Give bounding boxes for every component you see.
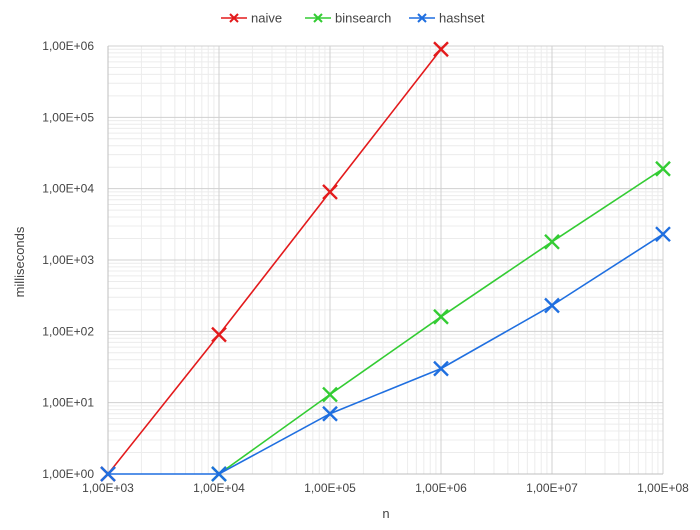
x-tick-label: 1,00E+06 xyxy=(415,481,467,495)
y-tick-label: 1,00E+00 xyxy=(42,467,94,481)
legend-marker xyxy=(229,13,239,23)
data-point-hashset xyxy=(211,466,227,482)
legend-item-hashset: hashset xyxy=(409,11,485,26)
data-point-hashset xyxy=(544,297,560,314)
data-point-hashset xyxy=(433,360,449,377)
data-point-binsearch xyxy=(544,233,560,250)
data-point-naive xyxy=(322,184,338,200)
series-naive xyxy=(100,41,449,482)
series-line-hashset xyxy=(108,233,664,475)
y-tick-label: 1,00E+01 xyxy=(42,396,94,410)
data-point-hashset xyxy=(322,405,338,422)
series-layer xyxy=(100,41,671,482)
data-point-binsearch xyxy=(655,160,671,177)
data-point-binsearch xyxy=(433,308,449,325)
data-point-hashset xyxy=(655,226,671,243)
data-point-naive xyxy=(433,41,449,58)
x-tick-label: 1,00E+04 xyxy=(193,481,245,495)
series-hashset xyxy=(100,226,671,482)
legend-marker xyxy=(313,13,323,23)
x-tick-label: 1,00E+05 xyxy=(304,481,356,495)
legend-item-naive: naive xyxy=(221,11,282,26)
x-tick-label: 1,00E+03 xyxy=(82,481,134,495)
data-point-binsearch xyxy=(322,386,338,403)
y-tick-label: 1,00E+04 xyxy=(42,182,94,196)
y-axis-title: milliseconds xyxy=(12,226,27,297)
y-tick-label: 1,00E+02 xyxy=(42,324,94,338)
legend: naive binsearch hashset xyxy=(221,11,485,26)
data-point-naive xyxy=(211,326,227,343)
tick-labels: 1,00E+03 1,00E+04 1,00E+05 1,00E+06 1,00E+07… xyxy=(42,39,689,495)
legend-label: naive xyxy=(251,11,282,26)
x-axis-title: n xyxy=(382,506,389,521)
legend-item-binsearch: binsearch xyxy=(305,11,391,26)
x-tick-label: 1,00E+07 xyxy=(526,481,578,495)
legend-label: binsearch xyxy=(335,11,391,26)
y-tick-label: 1,00E+06 xyxy=(42,39,94,53)
data-point-hashset xyxy=(100,466,116,482)
series-line-naive xyxy=(107,48,442,475)
y-tick-label: 1,00E+03 xyxy=(42,253,94,267)
legend-marker xyxy=(417,13,427,23)
legend-label: hashset xyxy=(439,11,485,26)
x-tick-label: 1,00E+08 xyxy=(637,481,689,495)
y-tick-label: 1,00E+05 xyxy=(42,110,94,124)
